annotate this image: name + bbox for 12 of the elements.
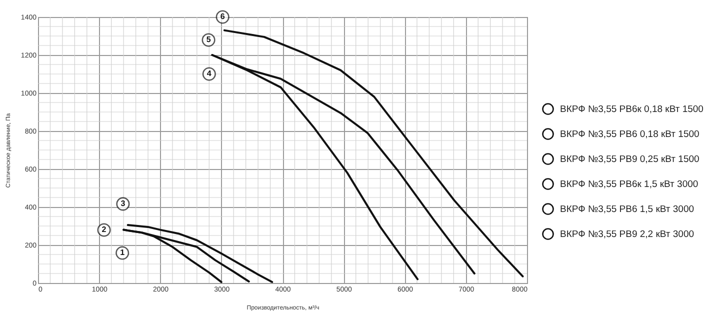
annotation: 4 [206, 69, 212, 78]
legend-label: ВКРФ №3,55 РВ9 0,25 кВт 1500 [560, 154, 700, 165]
annotation: 1 [120, 248, 126, 257]
legend-label: ВКРФ №3,55 РВ9 2,2 кВт 3000 [560, 229, 694, 240]
legend-label: ВКРФ №3,55 РВ6к 1,5 кВт 3000 [560, 179, 698, 190]
annotation: 5 [206, 34, 212, 44]
legend-label: ВКРФ №3,55 РВ6 0,18 кВт 1500 [560, 129, 700, 140]
annotation: 3 [120, 198, 126, 208]
annotation: 6 [220, 12, 226, 21]
legend-label: ВКРФ №3,55 РВ6 1,5 кВт 3000 [560, 204, 694, 215]
legend-label: ВКРФ №3,55 РВ6к 0,18 кВт 1500 [560, 104, 704, 115]
annotation: 2 [102, 224, 107, 234]
